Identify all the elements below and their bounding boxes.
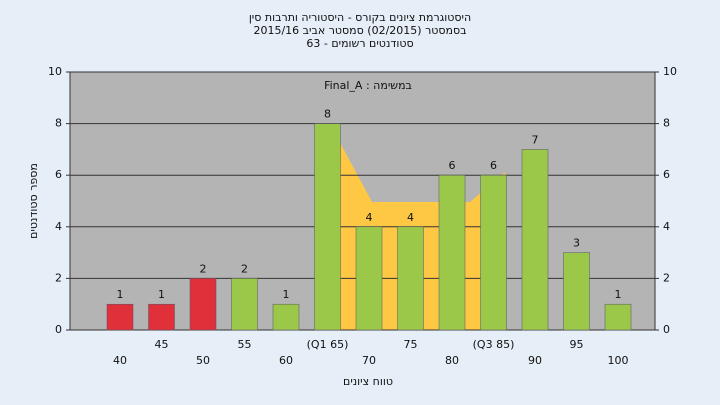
bar — [272, 303, 300, 331]
bar — [231, 278, 258, 331]
bar — [355, 226, 383, 331]
y-tick-label: 10 — [48, 65, 62, 78]
value-label: 6 — [449, 159, 456, 172]
y-tick-label: 0 — [55, 323, 62, 336]
value-label: 1 — [117, 288, 124, 301]
value-label: 1 — [283, 288, 290, 301]
value-label: 8 — [324, 108, 331, 121]
bar — [314, 123, 341, 331]
x-axis-label: טווח ציונים — [343, 375, 393, 388]
y2-tick-label: 6 — [663, 168, 670, 181]
value-label: 7 — [532, 133, 539, 146]
subtitle: בסמסטר (02/2015) סמסטר אביב 2015/16 — [253, 24, 466, 37]
bar — [397, 226, 424, 331]
bar — [106, 303, 134, 331]
x-tick-label: 100 — [608, 354, 629, 367]
value-label: 6 — [490, 159, 497, 172]
annotation: במשימה : Final_A — [324, 79, 412, 92]
y2-tick-label: 10 — [663, 65, 677, 78]
y2-tick-label: 4 — [663, 220, 670, 233]
bar — [604, 303, 632, 331]
x-tick-label: 60 — [279, 354, 293, 367]
bar — [480, 174, 507, 331]
x-tick-label: 80 — [445, 354, 459, 367]
y-tick-label: 2 — [55, 271, 62, 284]
bar — [563, 252, 590, 331]
x-tick-label: 75 — [404, 338, 418, 351]
value-label: 1 — [158, 288, 165, 301]
bar — [189, 278, 217, 331]
value-label: 2 — [241, 262, 248, 275]
y-tick-label: 4 — [55, 220, 62, 233]
x-tick-label: 95 — [570, 338, 584, 351]
x-tick-label: 50 — [196, 354, 210, 367]
chart-title: היסטוגרמת ציונים בקורס - היסטוריה ותרבות… — [249, 11, 471, 24]
value-label: 3 — [573, 237, 580, 250]
value-label: 1 — [615, 288, 622, 301]
x-tick-label: (Q3 85) — [473, 338, 515, 351]
x-tick-label: (Q1 65) — [307, 338, 349, 351]
bar — [438, 174, 466, 331]
y2-tick-label: 8 — [663, 117, 670, 130]
x-tick-label: 90 — [528, 354, 542, 367]
y2-tick-label: 2 — [663, 271, 670, 284]
y2-tick-label: 0 — [663, 323, 670, 336]
x-tick-label: 70 — [362, 354, 376, 367]
y-axis-label: מספר סטודנטים — [27, 163, 40, 239]
y-tick-label: 6 — [55, 168, 62, 181]
value-label: 4 — [407, 211, 414, 224]
bar — [148, 303, 175, 331]
x-tick-label: 40 — [113, 354, 127, 367]
x-tick-label: 45 — [155, 338, 169, 351]
subtitle: סטודנטים רשומים - 63 — [306, 37, 413, 50]
bar — [521, 149, 549, 331]
value-label: 4 — [366, 211, 373, 224]
x-tick-label: 55 — [238, 338, 252, 351]
y-tick-label: 8 — [55, 117, 62, 130]
value-label: 2 — [200, 262, 207, 275]
